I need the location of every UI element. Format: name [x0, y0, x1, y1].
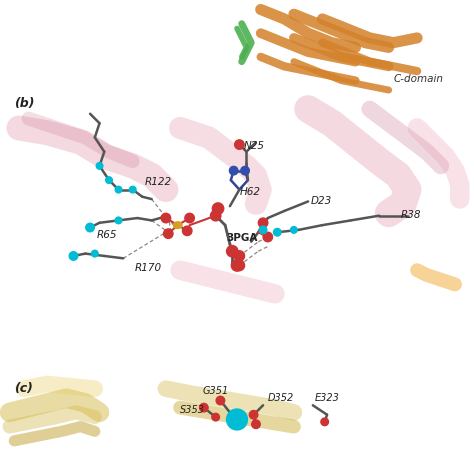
Text: S353: S353	[180, 405, 204, 415]
Circle shape	[235, 140, 244, 149]
Circle shape	[263, 232, 273, 242]
Circle shape	[258, 218, 268, 228]
Text: (c): (c)	[14, 382, 33, 394]
Circle shape	[129, 186, 136, 193]
Circle shape	[227, 246, 238, 257]
Circle shape	[212, 413, 219, 421]
Circle shape	[249, 410, 258, 419]
Circle shape	[164, 229, 173, 238]
Text: R65: R65	[97, 229, 118, 240]
Circle shape	[96, 163, 103, 169]
Ellipse shape	[173, 222, 182, 228]
Circle shape	[212, 203, 224, 214]
Circle shape	[106, 177, 112, 183]
Circle shape	[234, 251, 245, 261]
Circle shape	[291, 227, 297, 233]
Text: N25: N25	[244, 140, 265, 151]
Circle shape	[252, 420, 260, 428]
Text: C-domain: C-domain	[393, 74, 443, 84]
Text: G351: G351	[202, 386, 229, 396]
Circle shape	[210, 210, 221, 221]
Circle shape	[273, 228, 281, 236]
Circle shape	[229, 166, 238, 175]
Circle shape	[185, 213, 194, 223]
Circle shape	[216, 396, 225, 405]
Text: (b): (b)	[14, 97, 35, 110]
Circle shape	[227, 409, 247, 430]
Circle shape	[234, 260, 245, 271]
Text: R170: R170	[135, 263, 162, 273]
Circle shape	[115, 186, 122, 193]
Text: 3PGA: 3PGA	[227, 233, 258, 243]
Circle shape	[161, 213, 171, 223]
Text: R122: R122	[145, 176, 172, 187]
Circle shape	[259, 226, 267, 234]
Circle shape	[69, 252, 78, 260]
Circle shape	[86, 223, 94, 232]
Circle shape	[321, 418, 328, 426]
Circle shape	[231, 260, 243, 271]
Circle shape	[200, 403, 208, 412]
Circle shape	[91, 250, 98, 257]
Text: D352: D352	[268, 393, 294, 403]
Text: E323: E323	[315, 393, 340, 403]
Text: R38: R38	[401, 210, 421, 220]
Circle shape	[182, 226, 192, 236]
Circle shape	[115, 217, 122, 224]
Circle shape	[241, 166, 249, 175]
Text: D23: D23	[310, 195, 332, 206]
Text: H62: H62	[239, 187, 260, 197]
